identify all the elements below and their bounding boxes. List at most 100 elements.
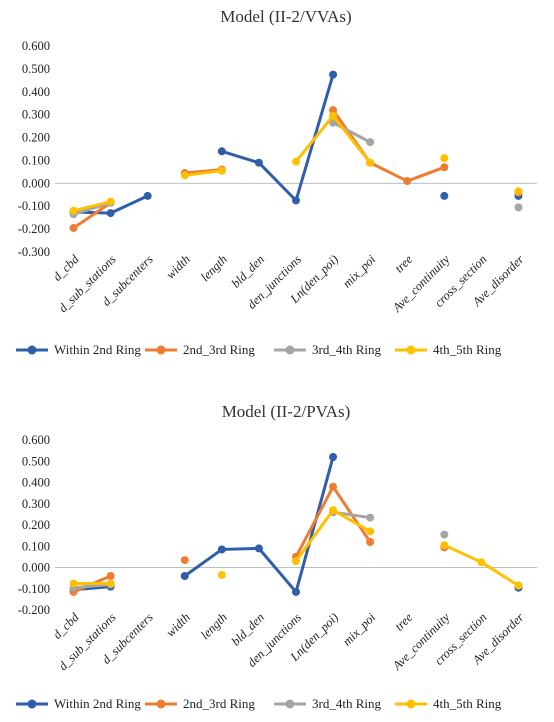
chart-title: Model (II-2/PVAs) (222, 402, 351, 421)
data-point (329, 111, 338, 120)
series-line-segment (405, 165, 446, 183)
series-line-segment (72, 201, 113, 230)
data-point (254, 158, 263, 167)
series-line-segment (220, 149, 261, 165)
data-point (329, 482, 338, 491)
data-point (366, 538, 375, 546)
y-tick-label: 0.600 (22, 433, 50, 447)
data-point (106, 197, 115, 206)
series-line-segment (220, 546, 261, 551)
data-point (292, 587, 300, 596)
legend-marker (27, 699, 37, 709)
series-line-segment (183, 547, 224, 578)
y-tick-label: 0.300 (22, 108, 50, 122)
y-tick-label: 0.100 (22, 153, 50, 167)
data-point (440, 154, 449, 163)
series-4 (69, 506, 523, 590)
x-tick-label: width (163, 252, 193, 282)
data-point (292, 157, 300, 166)
legend-marker (406, 345, 416, 355)
data-point (440, 541, 449, 550)
data-point (217, 570, 226, 579)
data-point (329, 453, 338, 461)
x-tick-label: mix_poi (340, 610, 379, 649)
data-point (217, 545, 226, 554)
legend-marker (285, 699, 295, 709)
x-tick-label: width (163, 610, 193, 640)
y-tick-label: -0.200 (18, 603, 50, 617)
legend-label: 2nd_3rd Ring (183, 696, 255, 711)
y-tick-label: 0.500 (22, 454, 50, 468)
series-1 (69, 453, 523, 596)
data-point (514, 203, 523, 212)
x-tick-label: tree (392, 252, 416, 276)
data-point (329, 70, 338, 79)
x-tick-label: mix_poi (340, 252, 379, 291)
legend-label: Within 2nd Ring (54, 342, 141, 357)
legend-marker (156, 699, 166, 709)
data-point (440, 163, 449, 172)
y-tick-label: -0.300 (18, 245, 50, 259)
series-line-segment (183, 169, 224, 177)
legend-marker (406, 699, 416, 709)
data-point (143, 191, 152, 200)
series-line-segment (331, 508, 372, 533)
data-point (366, 527, 375, 536)
y-tick-label: 0.000 (22, 176, 50, 190)
series-2 (69, 106, 523, 232)
series-line-segment (72, 583, 113, 590)
legend-label: 4th_5th Ring (433, 696, 502, 711)
series-line-segment (331, 114, 372, 165)
data-point (292, 557, 300, 566)
legend-label: 2nd_3rd Ring (183, 342, 255, 357)
x-tick-label: d_cbd (50, 610, 82, 642)
legend-marker (285, 345, 295, 355)
legend-label: Within 2nd Ring (54, 696, 141, 711)
series-line-segment (109, 194, 150, 215)
series-1 (69, 70, 523, 218)
data-point (254, 544, 263, 553)
data-point (217, 166, 226, 175)
data-point (180, 171, 189, 180)
data-point (440, 530, 449, 539)
data-point (217, 147, 226, 156)
series-line-segment (294, 485, 335, 559)
x-tick-label: length (198, 252, 230, 284)
legend-label: 3rd_4th Ring (312, 342, 381, 357)
series-4 (69, 111, 523, 215)
x-tick-label: d_cbd (50, 252, 82, 284)
legend-marker (27, 345, 37, 355)
chart-2: Model (II-2/PVAs) 0.600 0.500 0.400 0.300 0.2… (16, 402, 537, 711)
legend-marker (156, 345, 166, 355)
chart-title: Model (II-2/VVAs) (220, 7, 351, 26)
y-tick-label: -0.100 (18, 199, 50, 213)
y-tick-label: 0.200 (22, 131, 50, 145)
y-tick-label: -0.100 (18, 582, 50, 596)
data-point (329, 506, 338, 515)
data-point (366, 158, 375, 167)
data-point (440, 191, 449, 200)
y-tick-label: 0.500 (22, 62, 50, 76)
data-point (514, 581, 523, 590)
data-point (180, 572, 189, 580)
data-point (69, 579, 78, 588)
chart-1: Model (II-2/VVAs) 0.600 0.500 0.400 0.300 0.2… (16, 7, 537, 357)
series-line-segment (442, 543, 483, 564)
series-line-segment (72, 200, 113, 213)
data-point (69, 223, 78, 232)
series-line-segment (257, 161, 298, 202)
data-point (106, 209, 115, 218)
y-tick-label: 0.300 (22, 497, 50, 511)
data-point (477, 558, 486, 567)
data-point (106, 572, 115, 580)
y-tick-label: 0.200 (22, 518, 50, 532)
legend: Within 2nd Ring 2nd_3rd Ring 3rd_4th Ring 4… (16, 696, 502, 711)
data-point (366, 138, 375, 147)
y-tick-label: 0.100 (22, 539, 50, 553)
data-point (366, 513, 375, 522)
data-point (180, 556, 189, 565)
data-point (292, 196, 300, 205)
x-tick-label: length (198, 610, 230, 642)
series-line-segment (294, 508, 335, 563)
